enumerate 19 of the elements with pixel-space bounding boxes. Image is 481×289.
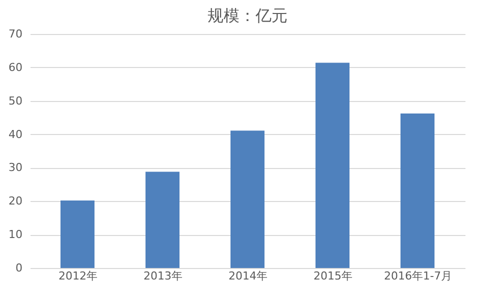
y-tick-label: 10 [8,228,22,242]
bar [60,200,94,268]
x-tick-label: 2015年 [314,270,352,282]
x-tick-label: 2014年 [228,270,268,282]
y-tick-label: 50 [8,94,22,108]
y-tick-label: 0 [16,262,22,274]
y-tick-label: 70 [8,28,22,40]
y-tick-label: 20 [8,194,22,208]
bar [316,62,350,268]
y-tick-label: 60 [8,60,22,74]
bar [146,172,180,268]
bar [400,114,434,268]
y-tick-label: 40 [8,128,22,141]
y-tick-label: 30 [8,161,22,174]
x-tick-label: 2016年1-7月 [384,270,452,282]
x-tick-label: 2012年 [58,270,98,282]
bar [230,130,264,268]
chart-title: 规模：亿元 [208,6,288,25]
x-tick-label: 2013年 [144,270,182,282]
